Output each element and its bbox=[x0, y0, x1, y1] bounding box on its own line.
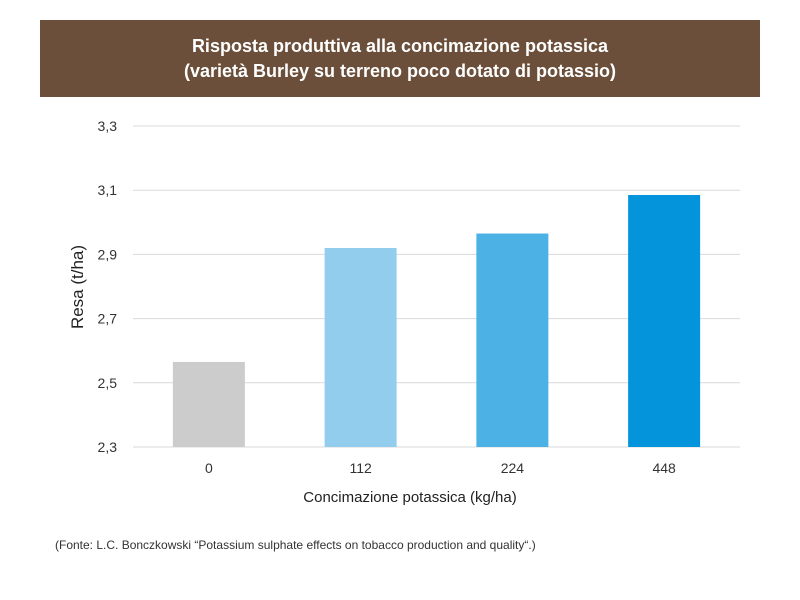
bar-112 bbox=[324, 247, 397, 447]
source-note: (Fonte: L.C. Bonczkowski “Potassium sulp… bbox=[55, 538, 536, 552]
chart-title-banner: Risposta produttiva alla concimazione po… bbox=[40, 20, 760, 97]
bars bbox=[172, 195, 701, 447]
chart-title-line-2: (varietà Burley su terreno poco dotato d… bbox=[183, 61, 617, 81]
chart-title-line-1: Risposta produttiva alla concimazione po… bbox=[191, 36, 609, 56]
bar-448 bbox=[628, 195, 701, 447]
x-axis-ticks: 0 112 224 448 bbox=[205, 460, 676, 476]
y-tick-label: 3,1 bbox=[98, 182, 118, 198]
x-tick-label: 112 bbox=[349, 460, 372, 476]
bar-224 bbox=[476, 233, 549, 447]
y-tick-label: 3,3 bbox=[98, 118, 118, 134]
y-tick-label: 2,3 bbox=[98, 439, 118, 455]
x-tick-label: 224 bbox=[501, 460, 525, 476]
y-tick-label: 2,5 bbox=[98, 375, 118, 391]
y-tick-label: 2,9 bbox=[98, 246, 118, 262]
y-axis-ticks: 2,3 2,5 2,7 2,9 3,1 3,3 bbox=[98, 118, 118, 455]
x-axis-label: Concimazione potassica (kg/ha) bbox=[303, 489, 516, 506]
y-tick-label: 2,7 bbox=[98, 311, 118, 327]
y-axis-label: Resa (t/ha) bbox=[68, 245, 87, 329]
x-tick-label: 448 bbox=[652, 460, 676, 476]
bar-0 bbox=[172, 361, 245, 447]
x-tick-label: 0 bbox=[205, 460, 213, 476]
